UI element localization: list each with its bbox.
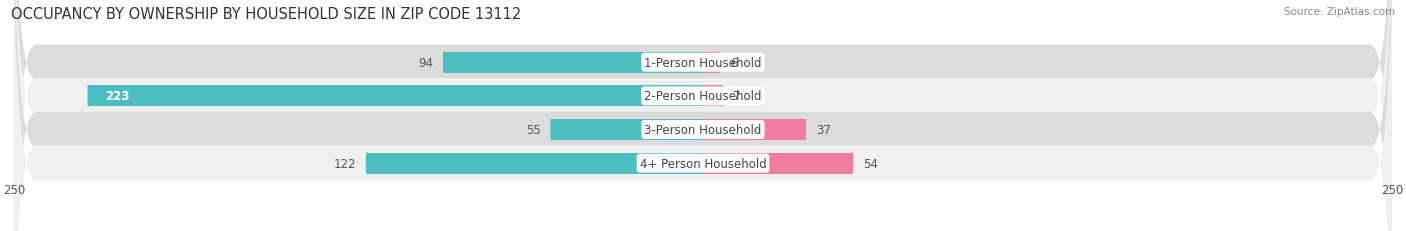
FancyBboxPatch shape <box>14 0 1392 231</box>
FancyBboxPatch shape <box>14 0 1392 231</box>
FancyBboxPatch shape <box>14 0 1392 231</box>
Bar <box>551 120 703 140</box>
Text: 2-Person Household: 2-Person Household <box>644 90 762 103</box>
Text: 1-Person Household: 1-Person Household <box>644 56 762 70</box>
Bar <box>703 53 720 73</box>
Text: 122: 122 <box>333 157 356 170</box>
Bar <box>703 86 723 107</box>
Text: 94: 94 <box>418 56 433 70</box>
Text: 54: 54 <box>863 157 877 170</box>
Text: 7: 7 <box>734 90 741 103</box>
Text: 6: 6 <box>731 56 738 70</box>
Bar <box>89 86 703 107</box>
Bar <box>703 120 806 140</box>
Text: 3-Person Household: 3-Person Household <box>644 123 762 137</box>
Text: 55: 55 <box>526 123 540 137</box>
Bar <box>444 53 703 73</box>
Text: OCCUPANCY BY OWNERSHIP BY HOUSEHOLD SIZE IN ZIP CODE 13112: OCCUPANCY BY OWNERSHIP BY HOUSEHOLD SIZE… <box>11 7 522 22</box>
FancyBboxPatch shape <box>14 0 1392 231</box>
Text: 223: 223 <box>105 90 129 103</box>
Bar <box>703 153 852 174</box>
Text: 37: 37 <box>815 123 831 137</box>
Text: Source: ZipAtlas.com: Source: ZipAtlas.com <box>1284 7 1395 17</box>
Bar <box>367 153 703 174</box>
Text: 4+ Person Household: 4+ Person Household <box>640 157 766 170</box>
